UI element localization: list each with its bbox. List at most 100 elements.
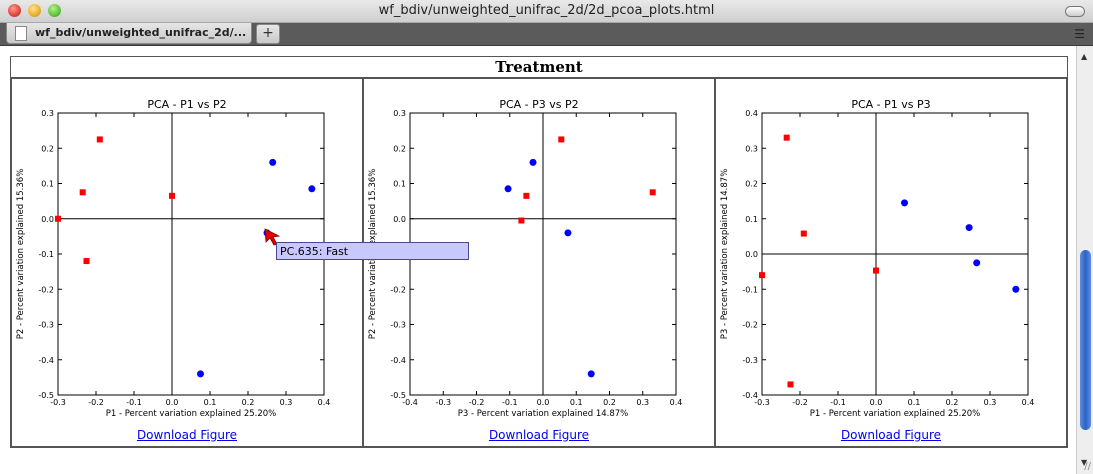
x-tick-label: 0.1: [570, 398, 583, 407]
y-tick-label: 0.0: [745, 250, 758, 259]
x-tick-label: 0.3: [280, 398, 293, 407]
x-axis-label: P1 - Percent variation explained 25.20%: [106, 409, 277, 419]
mouse-cursor-icon: [264, 228, 281, 246]
plot-cell-p3-p2: PCA - P3 vs P2 -0.4 -0.3 -0.2 -0.1 0.0 0.1 0.2…: [363, 78, 715, 447]
y-tick-label: -0.2: [742, 321, 758, 330]
x-tick-label: 0.0: [166, 398, 179, 407]
scroll-down-arrow-icon[interactable]: ▼: [1081, 458, 1088, 467]
page-content: Treatment PCA - P1 vs P2 -0.3 -0.2 -0.1 0.0…: [0, 46, 1076, 474]
scatter-plot-p1-p3: -0.3 -0.2 -0.1 0.0 0.1 0.2 0.3 0.4-0.4-0.3-0.2-…: [720, 109, 1035, 419]
x-tick-label: 0.2: [946, 398, 959, 407]
download-figure-link[interactable]: Download Figure: [488, 428, 590, 442]
y-tick-label: -0.2: [390, 285, 406, 294]
vertical-scrollbar[interactable]: ▲ ▼: [1076, 46, 1093, 474]
plot-cell-p1-p3: PCA - P1 vs P3 -0.3 -0.2 -0.1 0.0 0.1 0.2 0.3 0…: [715, 78, 1067, 447]
download-figure-link[interactable]: Download Figure: [840, 428, 942, 442]
y-tick-label: -0.2: [38, 285, 54, 294]
y-tick-label: -0.3: [38, 321, 54, 330]
data-point-square: [787, 381, 794, 388]
y-tick-label: 0.3: [745, 144, 758, 153]
x-tick-label: -0.2: [469, 398, 485, 407]
data-point-circle: [965, 224, 973, 232]
data-point-square: [873, 267, 879, 274]
x-tick-label: -0.1: [830, 398, 846, 407]
x-axis-label: P1 - Percent variation explained 25.20%: [810, 409, 981, 419]
data-point-circle: [901, 199, 908, 207]
plot-title: PCA - P1 vs P3: [851, 98, 931, 111]
y-tick-label: 0.0: [41, 215, 54, 224]
data-point-square: [558, 136, 565, 143]
y-tick-label: 0.1: [41, 180, 54, 189]
data-point-square: [783, 134, 790, 141]
data-point-circle: [1012, 285, 1020, 293]
y-tick-label: 0.3: [393, 109, 406, 118]
y-axis-label: P3 - Percent variation explained 14.87%: [720, 169, 730, 340]
y-tick-label: -0.1: [742, 285, 758, 294]
y-tick-label: 0.0: [393, 215, 406, 224]
data-point-circle: [529, 158, 537, 166]
y-tick-label: 0.3: [41, 109, 54, 118]
x-tick-label: -0.4: [402, 398, 418, 407]
toolbar-toggle-button[interactable]: [1065, 6, 1085, 17]
x-tick-label: 0.4: [1022, 398, 1035, 407]
data-point-square: [649, 189, 656, 196]
data-point-circle: [564, 229, 572, 237]
tab-current-page[interactable]: wf_bdiv/unweighted_unifrac_2d/...: [6, 23, 252, 44]
plot-title: PCA - P1 vs P2: [147, 98, 227, 111]
y-tick-label: 0.2: [745, 180, 758, 189]
data-point-circle: [269, 158, 277, 166]
data-point-square: [759, 272, 765, 279]
data-point-circle: [308, 185, 316, 193]
zoom-window-button[interactable]: [48, 4, 61, 17]
plots-table: Treatment PCA - P1 vs P2 -0.3 -0.2 -0.1 0.0…: [10, 56, 1068, 448]
x-tick-label: 0.3: [984, 398, 997, 407]
x-tick-label: 0.4: [670, 398, 683, 407]
y-tick-label: -0.4: [390, 356, 406, 365]
data-point-square: [83, 258, 90, 265]
window-title: wf_bdiv/unweighted_unifrac_2d/2d_pcoa_pl…: [378, 3, 715, 18]
x-axis-label: P3 - Percent variation explained 14.87%: [458, 409, 629, 419]
scrollbar-thumb[interactable]: [1080, 250, 1091, 430]
scatter-plot-p3-p2: -0.4 -0.3 -0.2 -0.1 0.0 0.1 0.2 0.3 0.4-0.5-0.4-…: [368, 109, 683, 419]
y-tick-label: -0.5: [390, 391, 406, 400]
x-tick-label: 0.1: [908, 398, 921, 407]
data-point-square: [169, 192, 175, 199]
data-point-square: [518, 217, 525, 224]
data-point-square: [79, 189, 86, 196]
x-tick-label: -0.3: [50, 398, 66, 407]
y-tick-label: 0.1: [393, 180, 406, 189]
x-tick-label: -0.3: [754, 398, 770, 407]
x-tick-label: 0.2: [603, 398, 616, 407]
y-tick-label: -0.4: [742, 391, 758, 400]
page-title: Treatment: [11, 57, 1067, 78]
download-figure-link[interactable]: Download Figure: [136, 428, 238, 442]
x-tick-label: 0.0: [870, 398, 883, 407]
scatter-plot-p1-p2: -0.3 -0.2 -0.1 0.0 0.1 0.2 0.3 0.4 -0.5 -0.4 -0.3 -…: [16, 109, 331, 419]
data-point-square: [55, 215, 61, 222]
data-point-square: [800, 230, 807, 237]
tab-overflow-menu-icon[interactable]: ☰: [1074, 27, 1085, 41]
y-tick-label: -0.1: [38, 250, 54, 259]
tab-label: wf_bdiv/unweighted_unifrac_2d/...: [35, 26, 247, 39]
data-point-circle: [587, 370, 595, 378]
x-tick-label: -0.1: [126, 398, 142, 407]
document-icon: [15, 26, 27, 41]
scroll-up-arrow-icon[interactable]: ▲: [1081, 52, 1088, 61]
y-tick-label: -0.5: [38, 391, 54, 400]
close-window-button[interactable]: [8, 4, 21, 17]
x-tick-label: 0.4: [318, 398, 331, 407]
resize-grip-icon[interactable]: //: [1084, 461, 1091, 472]
x-tick-label: 0.0: [537, 398, 550, 407]
x-tick-label: 0.3: [636, 398, 649, 407]
new-tab-button[interactable]: +: [256, 24, 280, 44]
y-tick-label: 0.4: [745, 109, 758, 118]
y-tick-label: 0.2: [41, 144, 54, 153]
plot-cell-p1-p2: PCA - P1 vs P2 -0.3 -0.2 -0.1 0.0 0.1 0.2 0.3 0…: [11, 78, 363, 447]
data-point-square: [523, 192, 530, 199]
plot-title: PCA - P3 vs P2: [499, 98, 579, 111]
data-point-square: [96, 136, 103, 143]
data-point-circle: [197, 370, 204, 378]
y-tick-label: -0.4: [38, 356, 54, 365]
x-tick-label: 0.2: [242, 398, 255, 407]
minimize-window-button[interactable]: [28, 4, 41, 17]
